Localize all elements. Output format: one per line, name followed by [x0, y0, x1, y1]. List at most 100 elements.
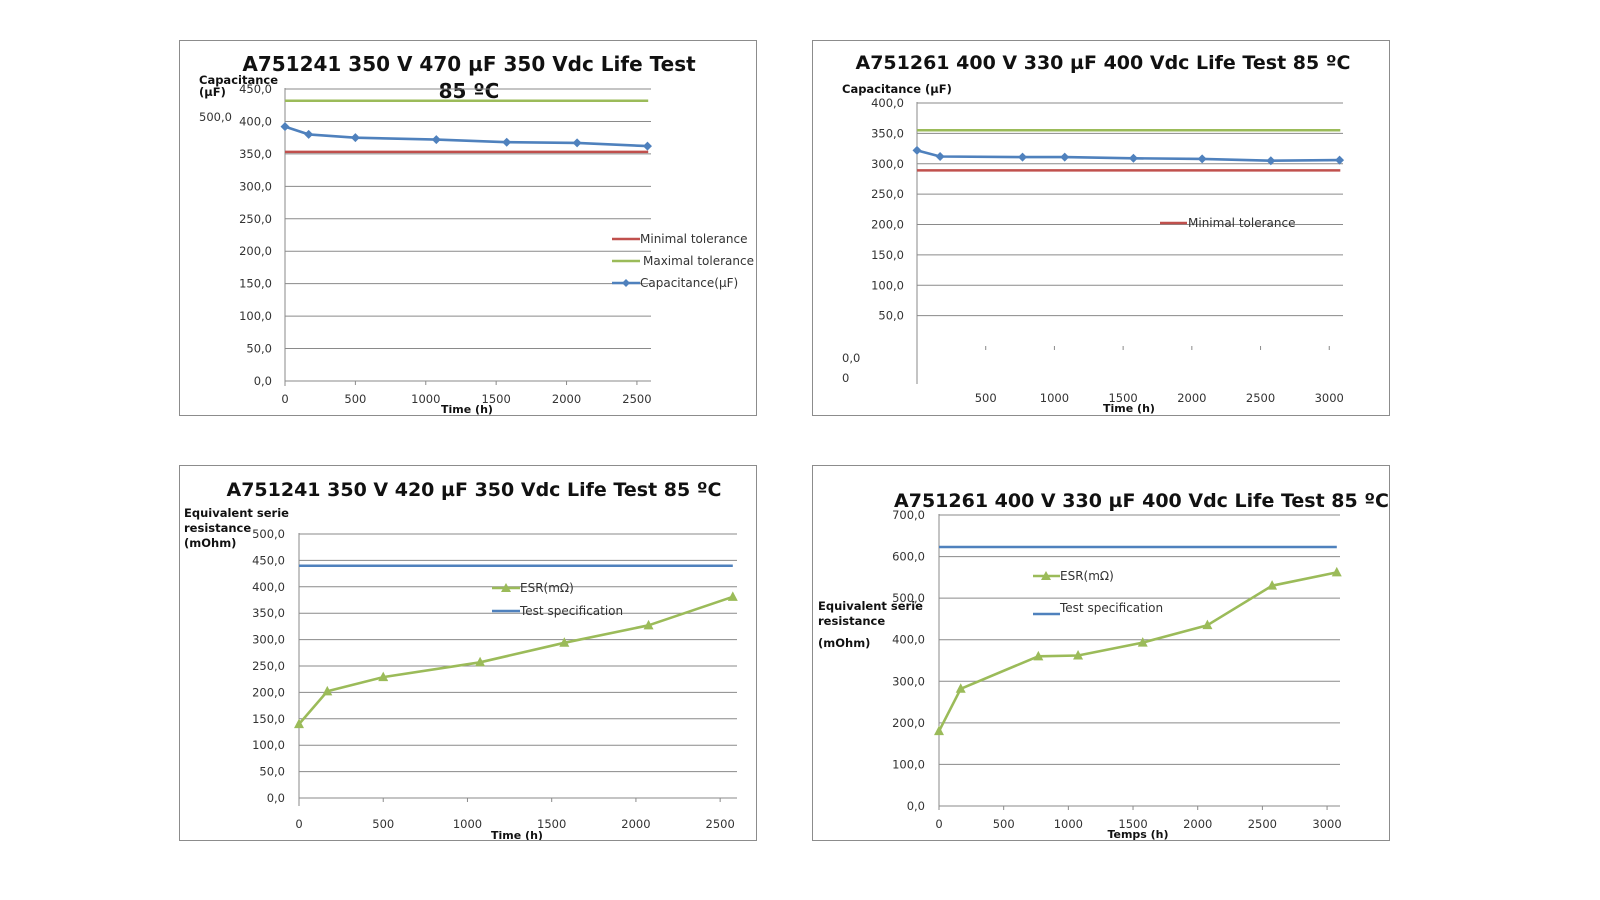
chart-2-xlabel: Time (h) — [1103, 402, 1155, 415]
chart-4-ytick-label: 700,0 — [892, 508, 925, 522]
chart-4-series-esr-m-point — [1331, 566, 1342, 577]
chart-3-series-esr-m-point — [643, 619, 654, 630]
chart-1-series-capacitance-f-line — [284, 125, 648, 148]
chart-3-svg: A751241 350 V 420 µF 350 Vdc Life Test 8… — [184, 479, 738, 841]
chart-1-ytick-label: 150,0 — [239, 277, 272, 291]
chart-1-xtick-label: 2000 — [552, 392, 581, 406]
chart-3-xtick-label: 500 — [372, 817, 394, 831]
chart-1-plot: 0,0 50,0 100,0 150,0 200,0 250,0 300,0 350,0 400… — [239, 82, 652, 406]
chart-3-ylabel-line-3: (mOhm) — [184, 536, 236, 550]
chart-3-xlabel: Time (h) — [491, 829, 543, 841]
chart-1-legend-cap-label: Capacitance(µF) — [640, 276, 738, 290]
chart-3-ytick-label: 400,0 — [252, 580, 285, 594]
chart-4-xtick-label: 3000 — [1312, 817, 1341, 831]
chart-panel-1: A751241 350 V 470 µF 350 Vdc Life Test 8… — [179, 40, 757, 416]
chart-2-xtick-label: 1500 — [1108, 391, 1137, 405]
chart-3-ytick-label: 250,0 — [252, 659, 285, 673]
chart-1-ytick-label: 400,0 — [239, 114, 272, 128]
chart-1-ytick-label: 50,0 — [246, 342, 272, 356]
chart-1-ylabel-line-1: Capacitance — [199, 73, 278, 87]
chart-4-ylabel-line-3: (mOhm) — [818, 636, 870, 650]
chart-3-xtick-label: 2000 — [621, 817, 650, 831]
chart-4-series-esr-m-point — [934, 725, 944, 736]
chart-1-series-capacitance-f-point — [304, 129, 314, 139]
chart-1-ytick-label: 450,0 — [239, 82, 272, 96]
chart-2-plot: 50,0 100,0 150,0 200,0 250,0 300,0 350,0 400,0 5… — [871, 96, 1345, 405]
chart-3-title: A751241 350 V 420 µF 350 Vdc Life Test 8… — [227, 479, 722, 501]
chart-1-series-capacitance-f-point — [572, 138, 582, 148]
chart-3-ytick-label: 150,0 — [252, 712, 285, 726]
chart-1-xtick-label: 2500 — [622, 392, 651, 406]
chart-2-series-capacitance-f-point — [1128, 153, 1138, 163]
chart-1-legend-max-label: Maximal tolerance — [643, 254, 754, 268]
chart-4-ytick-label: 300,0 — [892, 674, 925, 688]
chart-4-series-esr-m-line — [937, 571, 1338, 732]
chart-4-ytick-label: 0,0 — [907, 799, 925, 813]
chart-1-ytick-label: 200,0 — [239, 244, 272, 258]
chart-4-plot: 0,0 100,0 200,0 300,0 400,0 500,0 600,0 700,0 0 5… — [892, 508, 1342, 831]
chart-1-xtick-label: 1000 — [411, 392, 440, 406]
chart-4-ytick-label: 100,0 — [892, 757, 925, 771]
chart-2-extra-label-2: 0 — [842, 371, 849, 385]
chart-1-ylabel-line-2: (µF) — [199, 85, 226, 99]
chart-2-series-capacitance-f-point — [1060, 152, 1070, 162]
chart-4-series-esr-m-point — [955, 683, 966, 693]
chart-2-xtick-label: 3000 — [1315, 391, 1344, 405]
chart-4-ytick-label: 500,0 — [892, 591, 925, 605]
chart-1-legend-cap-marker — [622, 279, 630, 287]
chart-2-series-capacitance-f-point — [1335, 155, 1345, 165]
chart-4-legend-spec-label: Test specification — [1059, 601, 1163, 615]
chart-1-ytick-label: 350,0 — [239, 147, 272, 161]
chart-2-xtick-label: 2000 — [1177, 391, 1206, 405]
chart-3-ylabel-line-1: Equivalent serie — [184, 506, 289, 520]
chart-panel-4: A751261 400 V 330 µF 400 Vdc Life Test 8… — [812, 465, 1390, 841]
chart-3-ytick-label: 0,0 — [267, 791, 285, 805]
chart-3-xtick-label: 1500 — [537, 817, 566, 831]
chart-3-ytick-label: 200,0 — [252, 685, 285, 699]
chart-1-xtick-label: 1500 — [482, 392, 511, 406]
chart-3-legend-spec-label: Test specification — [519, 604, 623, 618]
chart-1-legend: Minimal tolerance Maximal tolerance Capa… — [612, 232, 754, 290]
chart-1-xtick-label: 500 — [344, 392, 366, 406]
chart-1-ytick-label: 300,0 — [239, 179, 272, 193]
chart-2-series-capacitance-f-point — [912, 145, 922, 155]
chart-3-xtick-label: 2500 — [706, 817, 735, 831]
chart-1-ytick-label: 100,0 — [239, 309, 272, 323]
chart-4-ylabel-line-1: Equivalent serie — [818, 599, 923, 613]
chart-2-series-capacitance-f-point — [1266, 156, 1276, 166]
chart-4-title: A751261 400 V 330 µF 400 Vdc Life Test 8… — [894, 490, 1389, 512]
chart-2-legend: Minimal tolerance — [1160, 216, 1295, 230]
chart-4-series-esr-m-point — [1033, 650, 1044, 661]
chart-3-ytick-label: 450,0 — [252, 553, 285, 567]
chart-4-legend-esr-label: ESR(mΩ) — [1060, 569, 1114, 583]
chart-2-title: A751261 400 V 330 µF 400 Vdc Life Test 8… — [856, 52, 1351, 74]
chart-4-series-esr-m-point — [1073, 650, 1084, 660]
chart-1-series-capacitance-f-point — [642, 141, 652, 151]
chart-3-series-esr-m-point — [294, 718, 304, 729]
chart-2-svg: A751261 400 V 330 µF 400 Vdc Life Test 8… — [842, 52, 1351, 415]
chart-4-xtick-label: 0 — [935, 817, 942, 831]
chart-panel-2: A751261 400 V 330 µF 400 Vdc Life Test 8… — [812, 40, 1390, 416]
chart-3-ytick-label: 50,0 — [259, 765, 285, 779]
chart-3-ytick-label: 350,0 — [252, 606, 285, 620]
chart-3-series-esr-m-point — [727, 591, 738, 601]
chart-1-series-capacitance-f-point — [350, 133, 360, 143]
chart-3-legend-esr-marker — [501, 583, 511, 592]
chart-4-xtick-label: 1000 — [1054, 817, 1083, 831]
chart-3-series-esr-m-point — [322, 685, 333, 696]
chart-1-legend-min-label: Minimal tolerance — [640, 232, 747, 246]
chart-3-ylabel-line-2: resistance — [184, 521, 251, 535]
chart-4-series-esr-m-point — [1202, 619, 1213, 630]
chart-4-xtick-label: 500 — [993, 817, 1015, 831]
chart-4-ytick-label: 200,0 — [892, 716, 925, 730]
chart-2-xtick-label: 500 — [975, 391, 997, 405]
chart-1-svg: A751241 350 V 470 µF 350 Vdc Life Test 8… — [199, 52, 754, 415]
chart-4-xtick-label: 2000 — [1183, 817, 1212, 831]
chart-3-series-esr-m-point — [475, 656, 486, 667]
chart-3-series-esr-m-line — [298, 595, 734, 725]
chart-1-ytick-label: 250,0 — [239, 212, 272, 226]
chart-1-extra-label: 500,0 — [199, 110, 232, 124]
chart-3-legend-esr-label: ESR(mΩ) — [520, 581, 574, 595]
chart-1-series-capacitance-f-point — [502, 137, 512, 147]
chart-3-series-esr-m-point — [378, 671, 389, 682]
